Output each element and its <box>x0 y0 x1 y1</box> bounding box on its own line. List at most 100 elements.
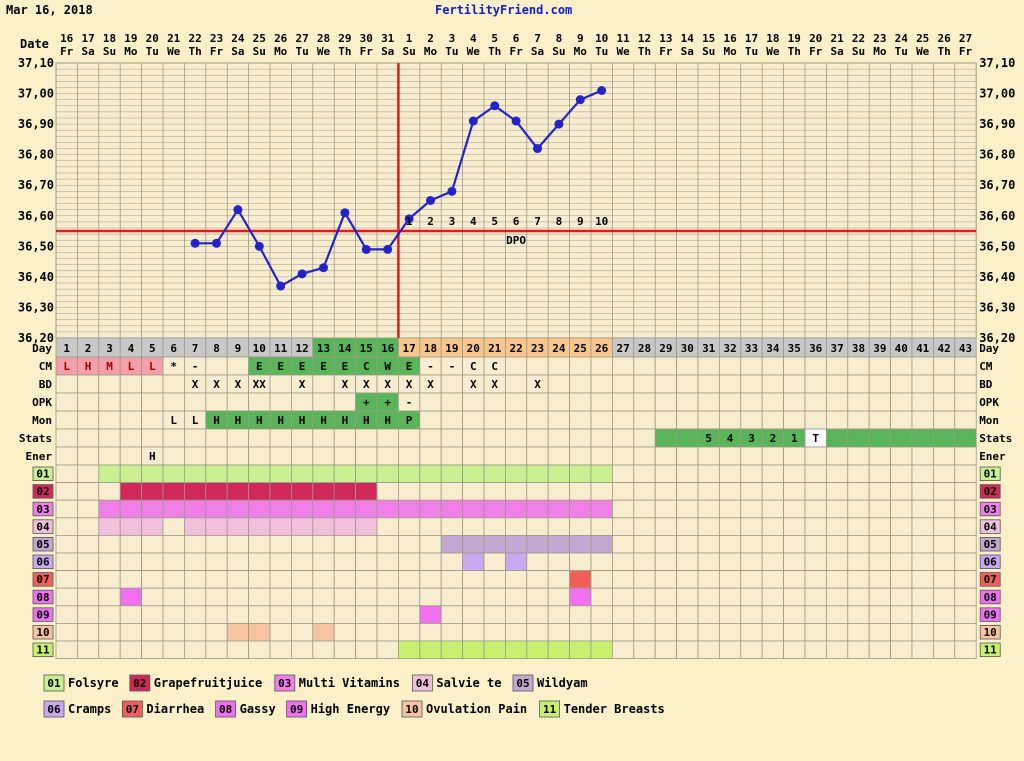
date-number: 22 <box>852 32 865 45</box>
symptom-cell <box>697 482 720 501</box>
weekday-label: Sa <box>381 45 394 58</box>
date-number: 25 <box>253 32 266 45</box>
symptom-cell <box>590 517 613 536</box>
symptom-cell <box>162 535 185 554</box>
mon-cell <box>612 410 635 430</box>
cycle-day-number: 30 <box>681 342 694 355</box>
symptom-cell <box>804 482 827 501</box>
symptom-cell <box>547 482 571 501</box>
symptom-cell <box>761 464 785 484</box>
ener-cell <box>890 446 913 466</box>
symptom-cell <box>440 535 464 554</box>
bd-entry: X <box>192 378 199 391</box>
cm-entry: - <box>427 360 434 373</box>
symptom-cell <box>719 552 742 572</box>
symptom-cell <box>740 605 763 624</box>
symptom-cell <box>183 482 207 501</box>
symptom-code-box <box>32 501 54 517</box>
cm-cell <box>697 356 720 376</box>
symptom-cell <box>440 587 464 607</box>
symptom-cell <box>954 552 977 572</box>
symptom-code: 03 <box>36 503 49 516</box>
date-number: 10 <box>595 32 608 45</box>
symptom-cell <box>98 623 121 642</box>
symptom-cell <box>397 517 421 536</box>
symptom-cell <box>633 535 656 554</box>
symptom-cell <box>248 482 271 501</box>
mon-cell <box>847 410 870 430</box>
date-number: 7 <box>534 32 541 45</box>
symptom-cell <box>761 587 785 607</box>
symptom-cell <box>933 623 956 642</box>
weekday-label: Sa <box>531 45 544 58</box>
symptom-code-box-right <box>979 642 1001 658</box>
symptom-cell <box>847 464 870 484</box>
opk-cell <box>526 392 549 412</box>
symptom-cell <box>719 587 742 607</box>
symptom-cell <box>269 623 292 642</box>
opk-cell <box>847 392 870 412</box>
weekday-label: Tu <box>745 45 758 58</box>
site-title-link[interactable]: FertilityFriend.com <box>435 3 572 17</box>
symptom-cell <box>933 587 956 607</box>
symptom-cell <box>141 517 164 536</box>
weekday-label: Th <box>188 45 201 58</box>
symptom-cell <box>890 552 913 572</box>
symptom-cell <box>504 570 528 589</box>
temp-point <box>212 238 221 248</box>
symptom-cell <box>933 552 956 572</box>
symptom-cell <box>933 482 956 501</box>
mon-cell <box>676 410 699 430</box>
legend-swatch <box>539 700 560 718</box>
date-number: 31 <box>381 32 395 45</box>
symptom-cell <box>119 623 142 642</box>
marks-layer: 1 2 3 4 5 6 7 8 9 10 DPO <box>56 63 977 338</box>
symptom-cell <box>98 535 121 554</box>
stats-cell <box>440 428 464 448</box>
ener-cell <box>761 446 785 466</box>
y-tick-label-right: 36,50 <box>979 239 1015 253</box>
symptom-cell <box>312 517 335 536</box>
stats-row-label-right: Stats <box>979 432 1012 445</box>
symptom-cell <box>162 623 185 642</box>
symptom-cell <box>633 517 656 536</box>
symptom-cell <box>868 482 892 501</box>
symptom-code: 05 <box>36 538 49 551</box>
symptom-cell <box>333 570 357 589</box>
bd-cell <box>654 374 678 394</box>
cm-cell <box>847 356 870 376</box>
symptom-cell <box>676 623 699 642</box>
symptom-code-box <box>32 484 54 499</box>
stats-cell <box>141 428 164 448</box>
symptom-code-right: 10 <box>984 626 997 639</box>
date-number: 6 <box>513 32 520 45</box>
opk-cell <box>419 392 442 412</box>
stats-cell <box>483 428 506 448</box>
symptom-cell <box>654 640 678 660</box>
weekday-label: Fr <box>659 45 673 58</box>
ener-cell <box>440 446 464 466</box>
symptom-cell <box>719 482 742 501</box>
symptom-cell <box>633 464 656 484</box>
mon-cell <box>654 410 678 430</box>
symptom-cell <box>676 570 699 589</box>
ener-cell <box>826 446 849 466</box>
symptom-cell <box>183 570 207 589</box>
bd-cell <box>55 374 78 394</box>
symptom-cell <box>783 605 806 624</box>
opk-cell <box>547 392 571 412</box>
mon-cell <box>141 410 164 430</box>
symptom-cell <box>890 605 913 624</box>
symptom-code-box <box>32 519 54 534</box>
opk-cell <box>590 392 613 412</box>
symptom-code-box-right <box>979 607 1001 622</box>
symptom-cell <box>890 464 913 484</box>
stats-cell <box>77 428 100 448</box>
y-tick-label: 36,30 <box>18 300 54 314</box>
symptom-cell <box>676 499 699 519</box>
symptom-code-right: 02 <box>984 485 997 498</box>
cycle-day-number: 43 <box>959 342 972 355</box>
stats-entry: 4 <box>727 432 734 445</box>
symptom-cell <box>119 517 142 536</box>
symptom-cell <box>868 623 892 642</box>
